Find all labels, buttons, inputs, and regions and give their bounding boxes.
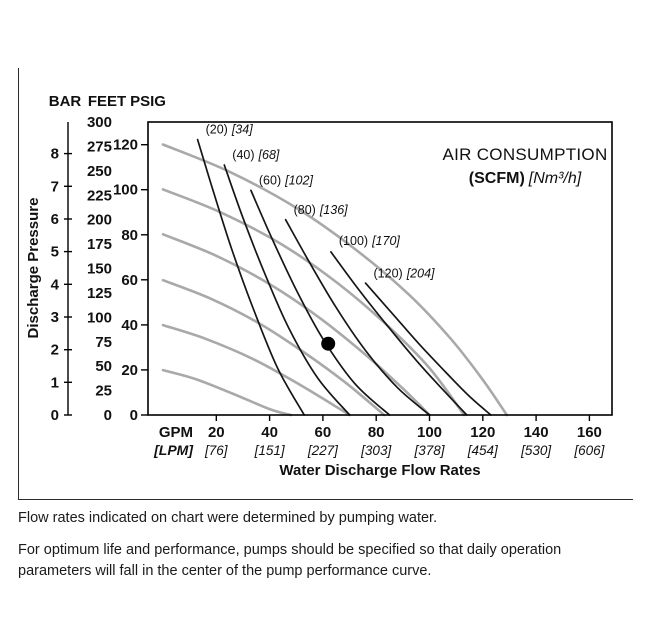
pump-performance-chart: (20) [34] (40) [68] (60) [102] (80) [136] (100)[… <box>25 93 613 479</box>
bar-tick-label: 4 <box>51 276 60 293</box>
performance-curve-120psig <box>161 143 509 417</box>
gpm-tick-label: 80 <box>368 424 385 441</box>
gpm-units-label: GPM <box>159 424 193 441</box>
footnote-flow-rates: Flow rates indicated on chart were deter… <box>18 510 438 526</box>
psig-tick-label: 100 <box>113 182 138 199</box>
feet-tick-label: 300 <box>87 114 112 131</box>
psig-tick-label: 40 <box>121 317 138 334</box>
bar-tick-label: 8 <box>51 146 59 163</box>
bar-tick-label: 5 <box>51 244 59 261</box>
footnote-optimum-life: For optimum life and performance, pumps … <box>18 542 562 580</box>
lpm-tick-label: [151] <box>254 443 286 458</box>
bar-tick-label: 6 <box>51 211 59 228</box>
air-curve-20scfm <box>196 138 306 416</box>
feet-tick-label: 75 <box>95 334 112 351</box>
bar-tick-label: 2 <box>51 342 59 359</box>
feet-tick-label: 100 <box>87 309 112 326</box>
gpm-tick-label: 120 <box>470 424 495 441</box>
lpm-units-label: [LPM] <box>153 442 194 458</box>
gpm-tick-label: 40 <box>261 424 278 441</box>
lpm-tick-label: [303] <box>360 443 392 458</box>
lpm-tick-label: [227] <box>307 443 339 458</box>
psig-tick-label: 60 <box>121 272 138 289</box>
performance-curve-100psig <box>161 188 466 417</box>
gpm-tick-label: 100 <box>417 424 442 441</box>
air-curve-label-120scfm: (120) [204] <box>374 266 436 280</box>
feet-tick-label: 175 <box>87 236 112 253</box>
psig-tick-label: 0 <box>130 407 138 424</box>
gpm-tick-label: 60 <box>315 424 332 441</box>
performance-curve-20psig <box>161 368 293 417</box>
y-axis-title: Discharge Pressure <box>25 198 42 339</box>
psig-tick-label: 80 <box>121 227 138 244</box>
air-consumption-title: AIR CONSUMPTION <box>442 145 607 164</box>
air-curve-label-20scfm: (20) [34] <box>206 123 254 137</box>
lpm-tick-label: [378] <box>413 443 445 458</box>
y-axis-header-bar: BAR <box>49 93 82 110</box>
performance-curve-40psig <box>161 323 351 417</box>
air-curve-80scfm <box>284 218 431 416</box>
plot-border <box>147 121 613 416</box>
gpm-tick-label: 160 <box>577 424 602 441</box>
lpm-tick-label: [606] <box>573 443 605 458</box>
bar-tick-label: 1 <box>51 374 59 391</box>
bar-tick-label: 0 <box>51 407 59 424</box>
feet-tick-label: 150 <box>87 261 112 278</box>
y-axis-header-feet: FEET <box>88 93 126 110</box>
air-curve-label-100scfm: (100) [170] <box>339 234 401 248</box>
psig-tick-label: 120 <box>113 137 138 154</box>
lpm-tick-label: [530] <box>520 443 552 458</box>
y-axis-header-psig: PSIG <box>130 93 166 110</box>
air-curve-60scfm <box>250 189 391 416</box>
figure-border <box>18 68 633 500</box>
performance-curve-80psig <box>161 233 431 417</box>
lpm-tick-label: [76] <box>204 443 229 458</box>
feet-tick-label: 25 <box>95 383 112 400</box>
bar-tick-label: 7 <box>51 178 59 195</box>
feet-tick-label: 125 <box>87 285 112 302</box>
air-curve-label-60scfm: (60) [102] <box>259 174 314 188</box>
operating-point-dot <box>321 336 336 351</box>
feet-tick-label: 275 <box>87 138 112 155</box>
feet-tick-label: 0 <box>104 407 112 424</box>
bar-tick-label: 3 <box>51 309 59 326</box>
air-curve-120scfm <box>364 282 492 416</box>
feet-tick-label: 250 <box>87 163 112 180</box>
feet-tick-label: 50 <box>95 358 112 375</box>
air-curve-100scfm <box>330 251 468 416</box>
feet-tick-label: 200 <box>87 212 112 229</box>
x-axis-title: Water Discharge Flow Rates <box>279 462 480 479</box>
air-curve-40scfm <box>223 164 351 416</box>
air-consumption-units: (SCFM) [Nm³/h] <box>469 170 582 187</box>
performance-curve-60psig <box>161 278 386 417</box>
air-curve-label-80scfm: (80) [136] <box>294 203 349 217</box>
lpm-tick-label: [454] <box>467 443 499 458</box>
air-curve-label-40scfm: (40) [68] <box>232 148 280 162</box>
feet-tick-label: 225 <box>87 187 112 204</box>
psig-tick-label: 20 <box>121 362 138 379</box>
gpm-tick-label: 20 <box>208 424 225 441</box>
gpm-tick-label: 140 <box>524 424 549 441</box>
